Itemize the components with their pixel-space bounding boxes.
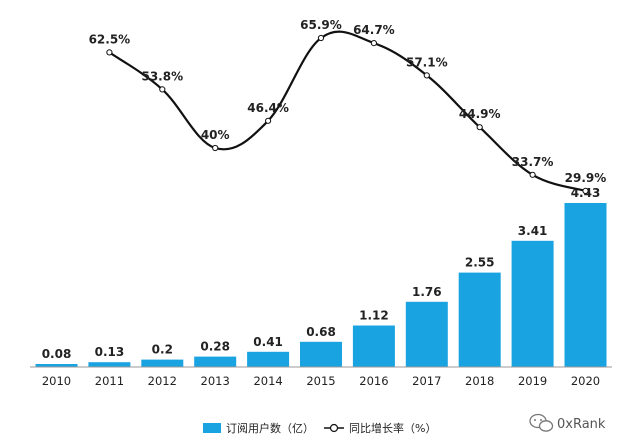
growth-label-2013: 40%	[201, 128, 230, 142]
x-tick-2010: 2010	[42, 374, 71, 388]
bar-2011	[88, 362, 131, 367]
bar-value-label-2014: 0.41	[253, 335, 283, 349]
growth-label-2011: 62.5%	[89, 32, 131, 46]
growth-label-2018: 44.9%	[459, 107, 501, 121]
x-tick-2018: 2018	[465, 374, 494, 388]
bar-2012	[141, 359, 184, 367]
bar-2014	[247, 351, 290, 367]
watermark: 0xRank	[529, 413, 606, 432]
bar-value-label-2017: 1.76	[412, 285, 442, 299]
bar-value-label-2016: 1.12	[359, 309, 389, 323]
bars-layer: 0.080.130.20.280.410.681.121.762.553.414…	[35, 186, 607, 367]
x-tick-2016: 2016	[359, 374, 388, 388]
x-tick-2020: 2020	[571, 374, 600, 388]
growth-marker-2011	[106, 49, 113, 56]
bar-2017	[405, 301, 448, 367]
x-tick-2019: 2019	[518, 374, 547, 388]
x-tick-2011: 2011	[95, 374, 124, 388]
legend-bar-label: 订阅用户数（亿）	[226, 421, 314, 435]
x-tick-2014: 2014	[253, 374, 282, 388]
growth-label-2012: 53.8%	[141, 69, 183, 83]
growth-marker-2018	[476, 124, 483, 131]
growth-label-2019: 33.7%	[512, 155, 554, 169]
x-tick-2015: 2015	[306, 374, 335, 388]
bar-2016	[352, 325, 395, 367]
bar-value-label-2012: 0.2	[152, 343, 173, 357]
growth-marker-2013	[212, 144, 219, 152]
wechat-icon	[529, 413, 554, 432]
growth-marker-2014	[265, 117, 272, 124]
bar-2013	[194, 356, 237, 367]
growth-label-2017: 57.1%	[406, 55, 448, 69]
bar-value-label-2010: 0.08	[42, 347, 72, 361]
growth-marker-2016	[370, 40, 377, 47]
bar-value-label-2013: 0.28	[200, 340, 230, 354]
legend-line-marker	[329, 423, 339, 433]
bar-2018	[458, 272, 501, 367]
growth-marker-2015	[317, 34, 325, 42]
x-tick-2012: 2012	[148, 374, 177, 388]
bar-value-label-2019: 3.41	[518, 224, 548, 238]
growth-label-2020: 29.9%	[565, 171, 607, 185]
growth-label-2014: 46.4%	[247, 101, 289, 115]
watermark-text: 0xRank	[557, 417, 606, 432]
legend-bar-swatch	[203, 423, 221, 433]
growth-rate-line	[108, 30, 587, 192]
growth-marker-2020	[582, 187, 589, 194]
growth-label-2016: 64.7%	[353, 23, 395, 37]
bar-value-label-2018: 2.55	[465, 256, 495, 270]
bar-value-label-2011: 0.13	[95, 345, 125, 359]
growth-line-layer: 62.5% 53.8% 40% 46.4% 65.9% 64.7% 57.1% 44.9% 33…	[89, 18, 607, 194]
bar-2019	[511, 240, 554, 367]
bar-value-label-2015: 0.68	[306, 325, 336, 339]
growth-marker-2012	[159, 86, 166, 93]
legend-line-label: 同比增长率（%）	[349, 421, 436, 435]
legend: 订阅用户数（亿） 同比增长率（%）	[203, 421, 436, 435]
growth-marker-2019	[529, 171, 536, 178]
x-tick-2013: 2013	[201, 374, 230, 388]
bar-2015	[300, 341, 342, 367]
bar-2020	[564, 203, 607, 367]
x-tick-2017: 2017	[412, 374, 441, 388]
bar-2010	[35, 364, 78, 367]
x-ticks-layer: 2010 2011 2012 2013 2014 2015 2016 2017 2018 2019…	[42, 374, 600, 388]
growth-label-2015: 65.9%	[300, 18, 342, 32]
growth-marker-2017	[423, 72, 430, 79]
